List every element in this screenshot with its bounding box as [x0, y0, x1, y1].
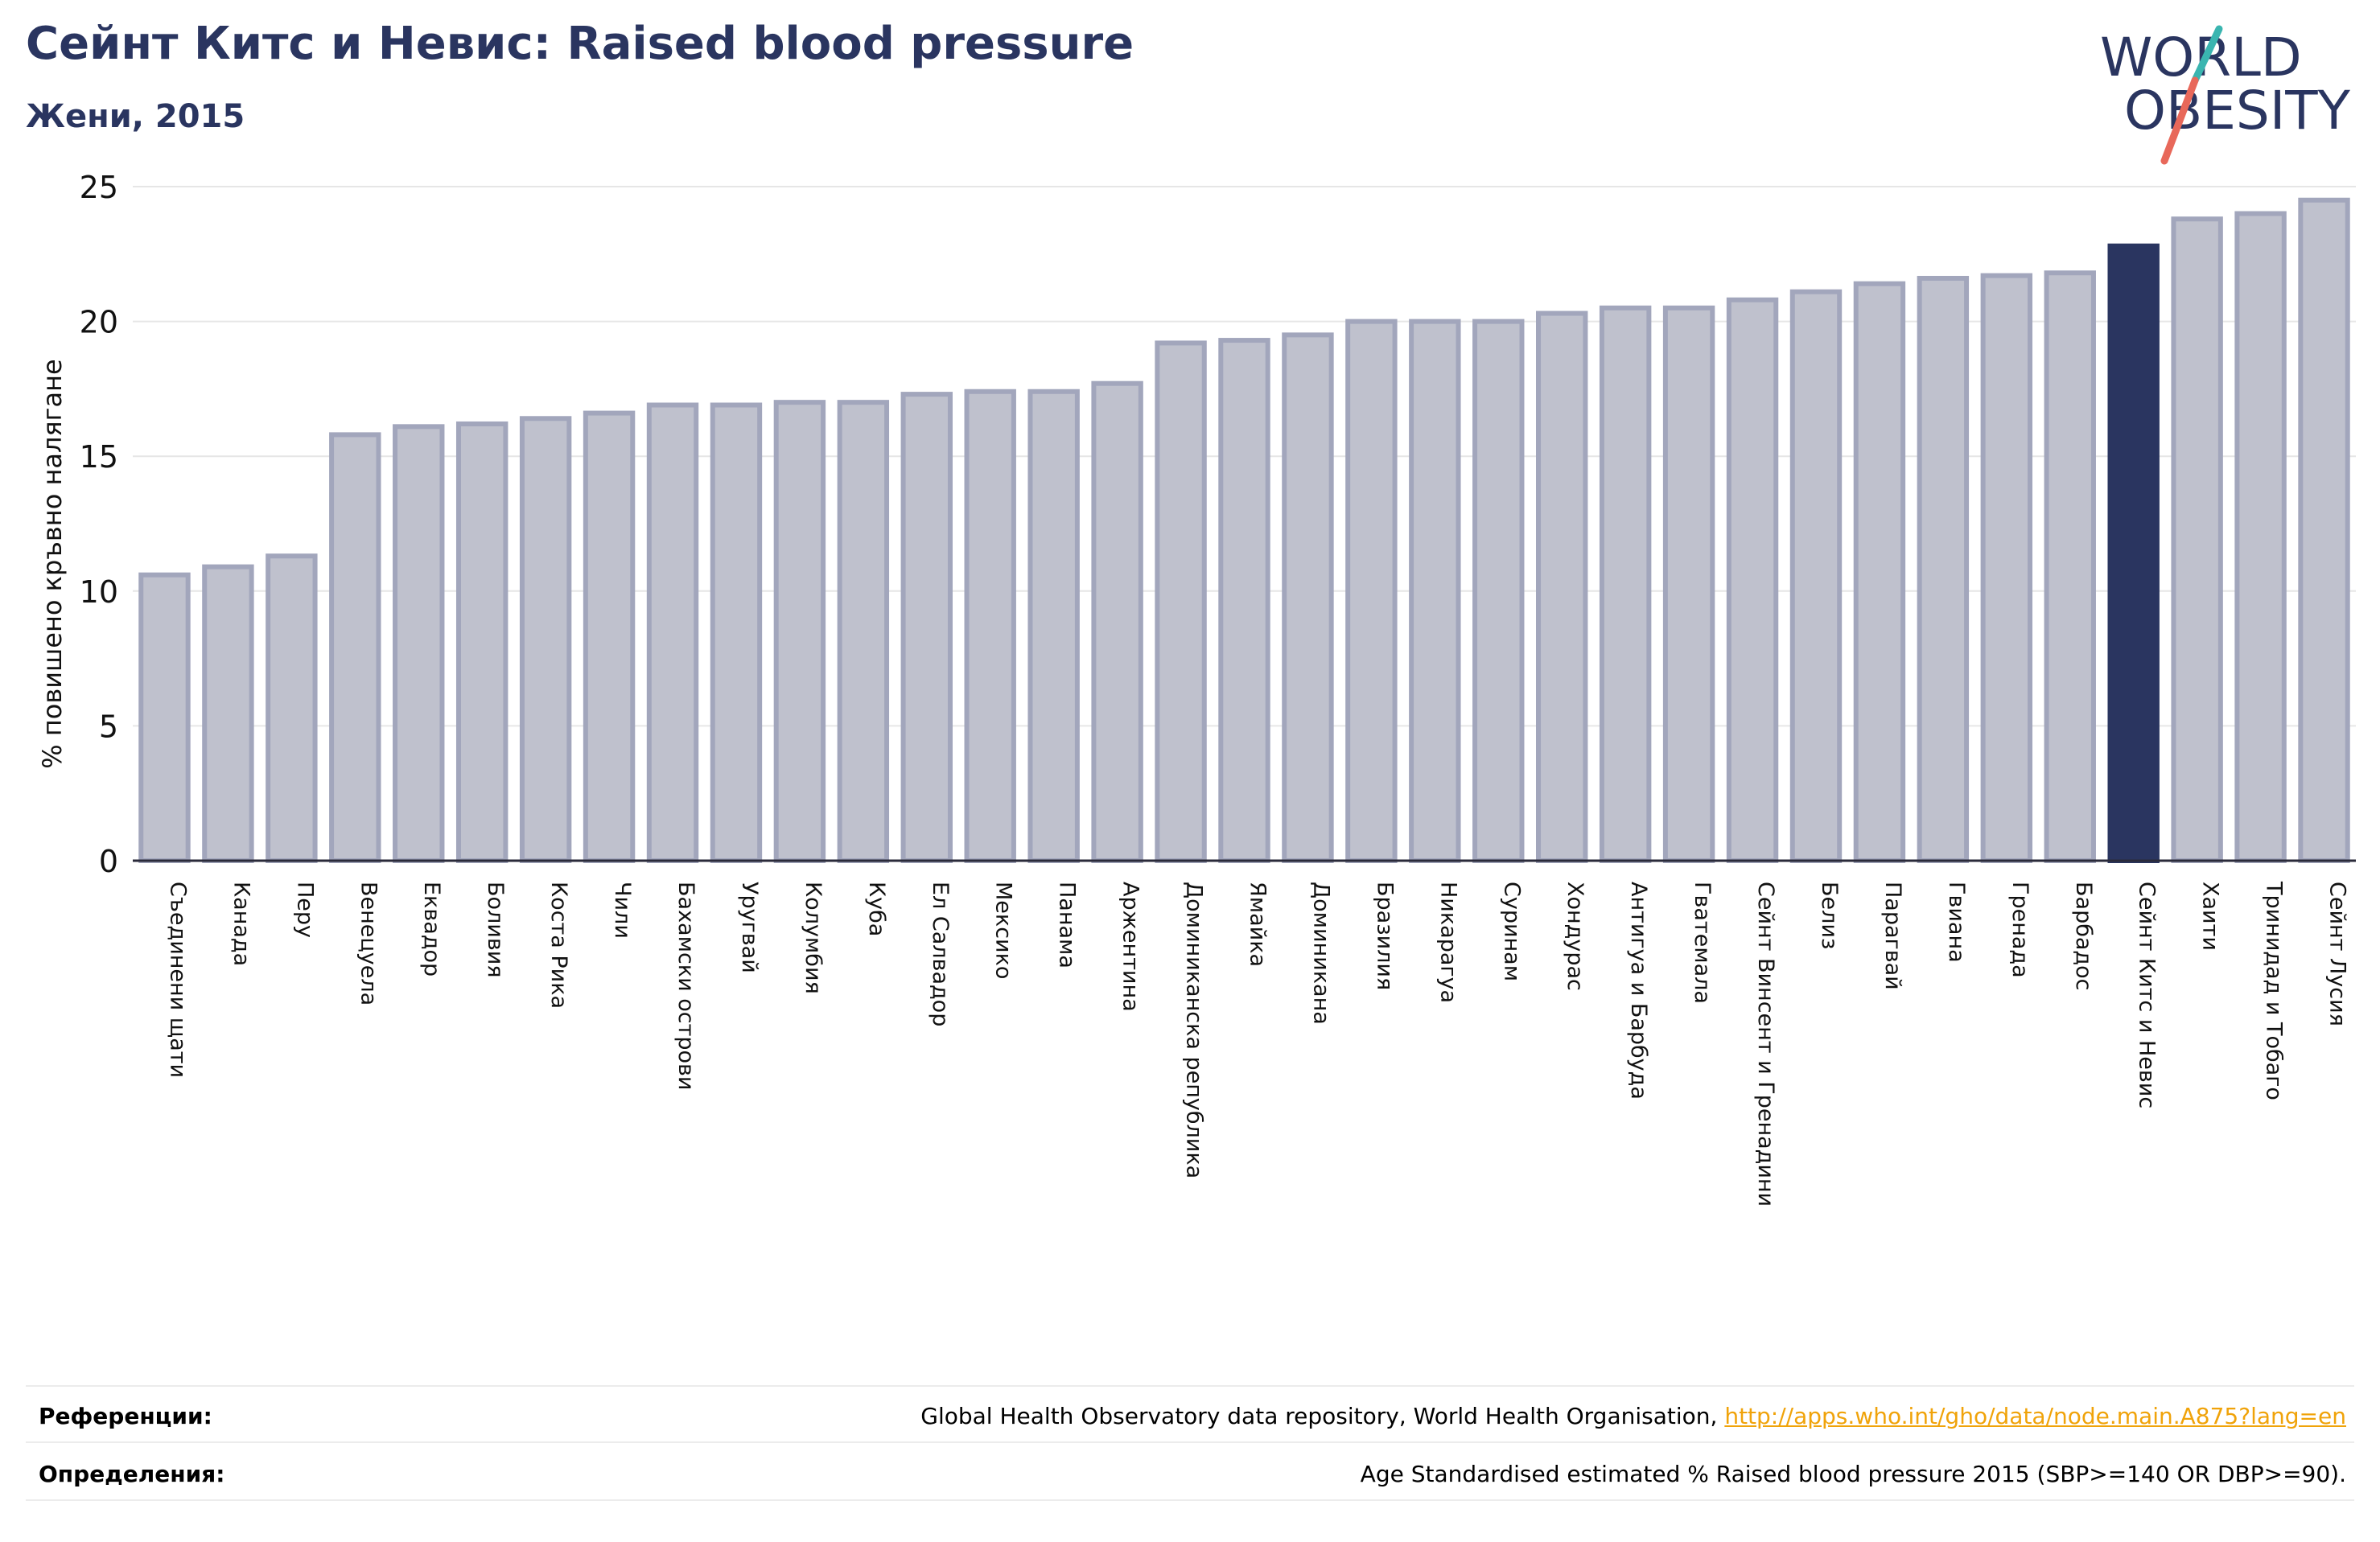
bar — [1345, 319, 1398, 864]
x-tick-label: Венецуела — [356, 882, 381, 1005]
x-tick-label: Колумбия — [801, 882, 826, 994]
bar-highlighted — [2107, 243, 2160, 863]
tick-labels: 0 5 10 15 20 25 % повишено кръвно налягане Съед… — [37, 170, 2350, 1207]
bar — [837, 400, 890, 864]
bar — [710, 402, 763, 863]
bar — [773, 400, 826, 864]
x-tick-label: Хондурас — [1563, 882, 1587, 991]
bar — [900, 392, 953, 863]
x-tick-label: Гватемала — [1690, 882, 1715, 1004]
footer-divider-top — [26, 1385, 2354, 1387]
bar — [1218, 338, 1270, 863]
x-tick-label: Куба — [864, 882, 889, 936]
bar — [2044, 270, 2096, 864]
bar — [1980, 273, 2033, 863]
footer-divider-bottom — [26, 1499, 2354, 1501]
bar — [138, 572, 191, 863]
bar — [964, 389, 1016, 863]
bar — [1472, 319, 1525, 864]
bar — [1917, 275, 1970, 863]
references-label: Референции: — [39, 1403, 212, 1429]
logo-line-world: WORLD — [2100, 27, 2302, 88]
bar — [2234, 211, 2287, 863]
bar — [1789, 289, 1843, 863]
x-tick-label: Еквадор — [419, 882, 444, 977]
x-tick-label: Белиз — [1817, 882, 1842, 949]
x-tick-label: Аржентина — [1118, 882, 1143, 1012]
logo-slash-red — [2160, 76, 2199, 165]
x-tick-label: Парагвай — [1880, 882, 1905, 990]
x-tick-label: Барбадос — [2071, 882, 2096, 990]
bar — [455, 421, 509, 863]
y-tick-label: 25 — [80, 170, 118, 205]
definitions-label: Определения: — [39, 1461, 225, 1487]
bar — [583, 410, 636, 863]
x-tick-label: Никарагуа — [1435, 882, 1460, 1003]
x-tick-label: Доминикана — [1308, 882, 1333, 1025]
x-tick-label: Сейнт Китс и Невис — [2135, 882, 2160, 1108]
y-tick-label: 20 — [80, 305, 118, 340]
x-tick-label: Антигуа и Барбуда — [1626, 882, 1651, 1100]
bar — [1726, 297, 1779, 863]
footer-divider-middle — [26, 1441, 2354, 1443]
x-tick-label: Коста Рика — [546, 882, 571, 1009]
bar — [1409, 319, 1461, 864]
x-tick-label: Гренада — [2007, 882, 2032, 978]
x-tick-label: Сейнт Винсент и Гренадини — [1753, 882, 1778, 1207]
x-tick-label: Перу — [292, 882, 317, 938]
x-tick-label: Суринам — [1499, 882, 1524, 981]
bar-chart: 0 5 10 15 20 25 % повишено кръвно налягане Съед… — [37, 170, 2356, 1207]
x-tick-label: Хаити — [2198, 882, 2223, 951]
x-tick-label: Съединени щати — [165, 882, 190, 1078]
world-obesity-logo: WORLD OBESITY — [2100, 25, 2351, 165]
y-tick-label: 0 — [99, 844, 118, 879]
bar — [393, 424, 445, 863]
chart-subtitle: Жени, 2015 — [26, 98, 245, 135]
y-tick-label: 5 — [99, 709, 118, 744]
x-tick-label: Ямайка — [1246, 882, 1270, 967]
logo-slash-teal — [2191, 25, 2223, 84]
definitions-value: Age Standardised estimated % Raised bloo… — [1360, 1461, 2346, 1487]
x-tick-label: Уругвай — [737, 882, 762, 973]
bar — [1282, 332, 1334, 863]
x-tick-label: Канада — [229, 882, 253, 966]
y-tick-label: 10 — [80, 574, 118, 610]
x-tick-label: Мексико — [991, 882, 1016, 979]
references-link[interactable]: http://apps.who.int/gho/data/node.main.A… — [1724, 1403, 2346, 1429]
bar — [2298, 197, 2350, 863]
x-tick-label: Тринидад и Тобаго — [2262, 881, 2287, 1100]
references-text: Global Health Observatory data repositor… — [920, 1403, 1725, 1429]
x-tick-label: Чили — [610, 882, 635, 939]
bar — [1091, 380, 1143, 864]
x-tick-label: Боливия — [483, 882, 508, 978]
bar — [2171, 216, 2223, 863]
y-axis-label: % повишено кръвно налягане — [37, 359, 68, 768]
bar — [519, 416, 572, 863]
references-value: Global Health Observatory data repositor… — [920, 1403, 2346, 1429]
bar — [1599, 305, 1652, 863]
x-tick-label: Ел Салвадор — [928, 882, 953, 1026]
bar — [1662, 305, 1715, 863]
bar — [202, 564, 254, 864]
bars — [138, 197, 2350, 864]
x-tick-label: Доминиканска република — [1182, 882, 1207, 1178]
bar — [1027, 389, 1080, 863]
bar — [1155, 340, 1207, 863]
chart-title: Сейнт Китс и Невис: Raised blood pressur… — [26, 18, 1134, 70]
x-tick-label: Панама — [1055, 882, 1080, 968]
logo-line-obesity: OBESITY — [2124, 80, 2351, 142]
bar — [646, 402, 699, 863]
bar — [1536, 310, 1588, 863]
x-tick-label: Бразилия — [1372, 882, 1397, 990]
bar — [1853, 281, 1906, 863]
x-tick-label: Бахамски острови — [673, 882, 698, 1090]
x-tick-label: Гвиана — [1944, 882, 1969, 963]
y-tick-label: 15 — [80, 439, 118, 475]
bar — [329, 432, 381, 863]
x-tick-label: Сейнт Лусия — [2325, 882, 2350, 1026]
bar — [266, 553, 318, 863]
